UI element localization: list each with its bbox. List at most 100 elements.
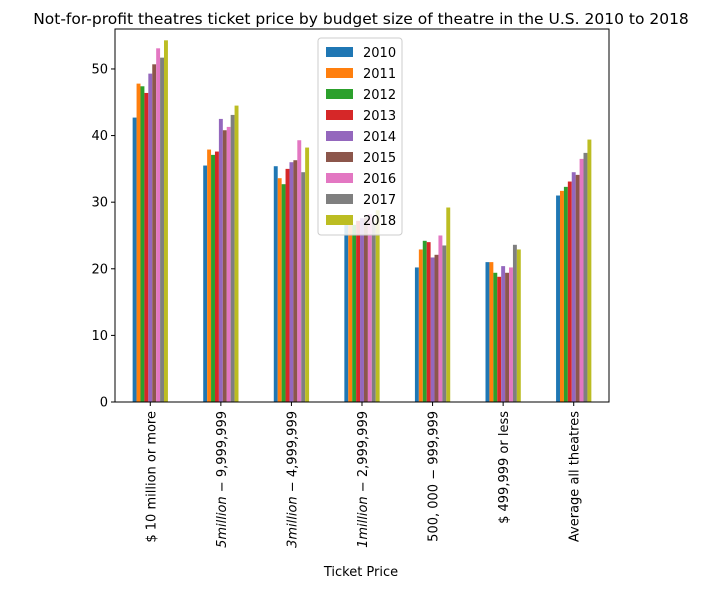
legend-frame (317, 37, 403, 236)
bar-2017-cat-6 (583, 152, 588, 402)
legend-swatch-2013 (326, 110, 353, 120)
bar-2012-cat-5 (493, 272, 498, 402)
bar-2013-cat-1 (214, 151, 219, 402)
bar-2015-cat-5 (505, 272, 510, 402)
bar-2014-cat-4 (430, 257, 435, 402)
legend-swatch-2012 (326, 89, 353, 99)
bar-2014-cat-5 (501, 266, 506, 402)
bar-2013-cat-5 (497, 276, 502, 402)
x-tick-label: Average all theatres (568, 411, 583, 542)
bar-2012-cat-2 (281, 184, 286, 402)
y-tick-label: 10 (91, 329, 108, 344)
x-tick-label-part: Average all theatres (568, 411, 583, 542)
legend: 2010 2011 2012 2013 2014 2015 2016 2017 2018 (317, 37, 403, 236)
y-axis: 0 10 20 30 40 50 (91, 62, 115, 411)
bar-2017-cat-5 (512, 244, 517, 402)
bar-2016-cat-5 (509, 267, 513, 402)
bar-2015-cat-3 (363, 217, 368, 402)
bar-2015-cat-2 (293, 160, 298, 402)
x-tick-label-part: million (215, 496, 230, 539)
legend-label-2014: 2014 (363, 130, 396, 145)
bar-2013-cat-4 (426, 242, 431, 402)
bar-2015-cat-4 (434, 254, 439, 402)
bar-2011-cat-6 (559, 190, 564, 402)
bar-2011-cat-1 (207, 149, 212, 402)
x-tick-label: 1million − 2,999,999 (356, 411, 371, 548)
legend-swatch-2010 (326, 47, 353, 57)
bar-2017-cat-4 (442, 245, 447, 402)
bar-2017-cat-3 (371, 222, 376, 402)
bar-2014-cat-1 (218, 118, 223, 402)
bar-2010-cat-4 (414, 267, 419, 402)
y-tick-label: 50 (91, 62, 108, 77)
legend-swatch-2017 (326, 194, 353, 204)
legend-label-2011: 2011 (363, 67, 396, 82)
bar-2014-cat-2 (289, 162, 294, 402)
bar-2018-cat-0 (164, 40, 168, 403)
bar-2010-cat-0 (132, 117, 137, 403)
bar-2011-cat-3 (348, 222, 353, 402)
x-tick-label-part: − 2,999,999 (356, 411, 371, 496)
bar-2015-cat-6 (575, 174, 580, 402)
bar-2014-cat-0 (148, 73, 153, 403)
x-tick-label: $ 10 million or more (144, 411, 159, 543)
bar-2016-cat-4 (438, 235, 443, 402)
legend-label-2018: 2018 (363, 214, 396, 229)
bar-2016-cat-6 (579, 158, 584, 402)
bar-2014-cat-3 (360, 218, 364, 402)
legend-swatch-2011 (326, 68, 353, 78)
bar-2018-cat-1 (234, 105, 239, 403)
bar-2017-cat-2 (301, 172, 306, 402)
x-tick-label-part: 1 (356, 540, 371, 548)
x-tick-label-part: − 9,999,999 (215, 411, 230, 496)
legend-label-2017: 2017 (363, 193, 396, 208)
bar-2010-cat-1 (203, 165, 208, 402)
x-tick-label-part: 500, 000 − 999,999 (427, 411, 442, 542)
x-tick-label-part: $ 10 million or more (144, 411, 159, 543)
x-tick-label: 3million − 4,999,999 (285, 411, 300, 548)
x-tick-label-part: $ 499,999 or less (497, 411, 512, 524)
bar-2012-cat-1 (211, 154, 215, 402)
bars-group (132, 40, 592, 403)
x-tick-label: $ 499,999 or less (497, 411, 512, 524)
y-tick-label: 20 (91, 262, 108, 277)
bar-2017-cat-0 (160, 57, 165, 402)
bar-2013-cat-2 (285, 168, 290, 402)
bar-2012-cat-3 (352, 224, 357, 402)
x-tick-label-part: million (356, 496, 371, 539)
bar-2017-cat-1 (230, 114, 235, 402)
bar-2010-cat-3 (344, 224, 349, 402)
legend-swatch-2015 (326, 152, 353, 162)
bar-2011-cat-5 (489, 262, 494, 402)
bar-2011-cat-2 (277, 178, 282, 402)
bar-2018-cat-2 (305, 147, 310, 402)
bar-2013-cat-0 (144, 92, 149, 402)
x-tick-label-part: 3 (285, 540, 300, 548)
bar-2013-cat-6 (567, 181, 572, 402)
bar-2012-cat-6 (563, 186, 568, 402)
bar-2012-cat-0 (140, 86, 145, 403)
x-tick-label: 5million − 9,999,999 (215, 411, 230, 548)
legend-swatch-2016 (326, 173, 353, 183)
legend-label-2012: 2012 (363, 88, 396, 103)
bar-2013-cat-3 (356, 220, 361, 402)
bar-2014-cat-6 (571, 172, 576, 402)
y-tick-label: 40 (91, 129, 108, 144)
x-axis-label: Ticket Price (323, 565, 398, 580)
x-tick-label-part: 5 (215, 540, 230, 548)
legend-label-2013: 2013 (363, 109, 396, 124)
legend-label-2015: 2015 (363, 151, 396, 166)
bar-2016-cat-3 (367, 214, 372, 402)
y-tick-label: 0 (100, 396, 108, 411)
bar-2016-cat-2 (297, 140, 302, 402)
y-tick-label: 30 (91, 196, 108, 211)
bar-2010-cat-5 (485, 262, 490, 402)
legend-label-2016: 2016 (363, 172, 396, 187)
bar-2018-cat-3 (375, 210, 380, 402)
bar-2015-cat-0 (152, 64, 157, 402)
bar-2011-cat-4 (418, 249, 423, 402)
bar-2018-cat-5 (516, 249, 521, 402)
bar-2011-cat-0 (136, 83, 141, 402)
